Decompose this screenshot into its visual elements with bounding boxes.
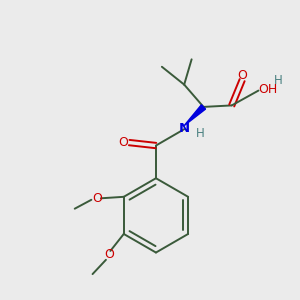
Text: O: O <box>92 192 102 205</box>
Text: N: N <box>179 122 190 134</box>
Text: O: O <box>104 248 114 261</box>
Text: O: O <box>118 136 128 149</box>
Text: H: H <box>274 74 283 87</box>
Polygon shape <box>184 105 206 126</box>
Text: O: O <box>237 69 247 82</box>
Text: OH: OH <box>259 83 278 96</box>
Text: H: H <box>196 127 205 140</box>
